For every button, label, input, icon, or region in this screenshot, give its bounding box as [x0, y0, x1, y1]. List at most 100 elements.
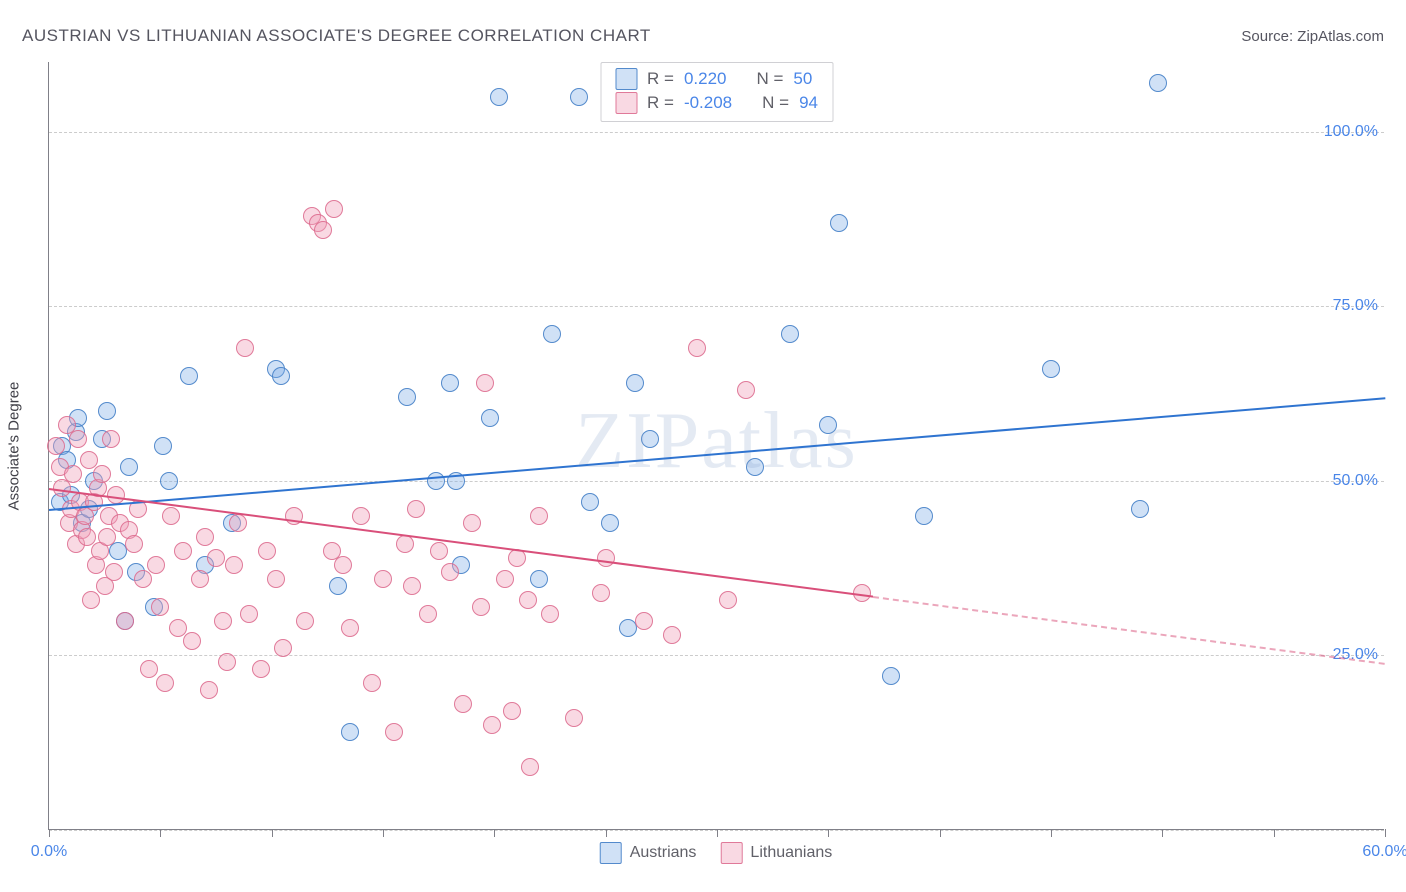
data-point	[430, 542, 448, 560]
data-point	[503, 702, 521, 720]
data-point	[329, 577, 347, 595]
data-point	[472, 598, 490, 616]
data-point	[207, 549, 225, 567]
data-point	[183, 632, 201, 650]
data-point	[746, 458, 764, 476]
data-point	[543, 325, 561, 343]
data-point	[541, 605, 559, 623]
trend-line	[49, 397, 1385, 511]
legend-row: R = -0.208N = 94	[615, 91, 818, 115]
data-point	[151, 598, 169, 616]
data-point	[688, 339, 706, 357]
x-tick	[1274, 829, 1275, 837]
data-point	[781, 325, 799, 343]
data-point	[236, 339, 254, 357]
x-tick	[494, 829, 495, 837]
data-point	[398, 388, 416, 406]
data-point	[521, 758, 539, 776]
data-point	[169, 619, 187, 637]
data-point	[385, 723, 403, 741]
series-legend: Austrians Lithuanians	[600, 842, 833, 864]
data-point	[334, 556, 352, 574]
data-point	[374, 570, 392, 588]
data-point	[1149, 74, 1167, 92]
data-point	[80, 451, 98, 469]
legend-item: Austrians	[600, 842, 697, 864]
data-point	[419, 605, 437, 623]
data-point	[882, 667, 900, 685]
gridline	[49, 481, 1384, 482]
data-point	[258, 542, 276, 560]
x-tick	[1162, 829, 1163, 837]
x-tick-label: 60.0%	[1362, 843, 1406, 861]
r-value: -0.208	[684, 91, 732, 115]
chart-container: Associate's Degree ZIPatlas R = 0.220N =…	[48, 62, 1384, 830]
data-point	[120, 458, 138, 476]
data-point	[1042, 360, 1060, 378]
data-point	[174, 542, 192, 560]
source-attribution: Source: ZipAtlas.com	[1241, 28, 1384, 45]
data-point	[200, 681, 218, 699]
plot-area: ZIPatlas R = 0.220N = 50R = -0.208N = 94…	[48, 62, 1384, 830]
data-point	[915, 507, 933, 525]
data-point	[274, 639, 292, 657]
correlation-legend: R = 0.220N = 50R = -0.208N = 94	[600, 62, 833, 122]
legend-label: Austrians	[630, 844, 697, 862]
data-point	[463, 514, 481, 532]
data-point	[102, 430, 120, 448]
data-point	[78, 528, 96, 546]
legend-swatch	[600, 842, 622, 864]
data-point	[530, 507, 548, 525]
r-label: R =	[647, 67, 674, 91]
data-point	[93, 465, 111, 483]
trend-line	[49, 488, 873, 598]
data-point	[98, 402, 116, 420]
data-point	[601, 514, 619, 532]
data-point	[140, 660, 158, 678]
data-point	[427, 472, 445, 490]
data-point	[407, 500, 425, 518]
legend-label: Lithuanians	[750, 844, 832, 862]
data-point	[581, 493, 599, 511]
data-point	[341, 723, 359, 741]
data-point	[341, 619, 359, 637]
legend-swatch	[615, 92, 637, 114]
x-tick	[160, 829, 161, 837]
data-point	[69, 430, 87, 448]
r-label: R =	[647, 91, 674, 115]
data-point	[214, 612, 232, 630]
data-point	[218, 653, 236, 671]
source-value: ZipAtlas.com	[1297, 28, 1384, 45]
data-point	[483, 716, 501, 734]
data-point	[156, 674, 174, 692]
data-point	[496, 570, 514, 588]
data-point	[476, 374, 494, 392]
y-tick-label: 100.0%	[1324, 123, 1378, 141]
data-point	[737, 381, 755, 399]
data-point	[592, 584, 610, 602]
data-point	[134, 570, 152, 588]
trend-line	[873, 596, 1385, 665]
data-point	[519, 591, 537, 609]
n-label: N =	[756, 67, 783, 91]
x-tick	[828, 829, 829, 837]
data-point	[490, 88, 508, 106]
data-point	[154, 437, 172, 455]
data-point	[441, 563, 459, 581]
legend-item: Lithuanians	[720, 842, 832, 864]
data-point	[830, 214, 848, 232]
data-point	[125, 535, 143, 553]
data-point	[229, 514, 247, 532]
data-point	[240, 605, 258, 623]
data-point	[325, 200, 343, 218]
data-point	[819, 416, 837, 434]
source-label: Source:	[1241, 28, 1297, 45]
legend-row: R = 0.220N = 50	[615, 67, 818, 91]
data-point	[64, 465, 82, 483]
data-point	[597, 549, 615, 567]
data-point	[530, 570, 548, 588]
data-point	[314, 221, 332, 239]
n-label: N =	[762, 91, 789, 115]
legend-swatch	[615, 68, 637, 90]
data-point	[98, 528, 116, 546]
